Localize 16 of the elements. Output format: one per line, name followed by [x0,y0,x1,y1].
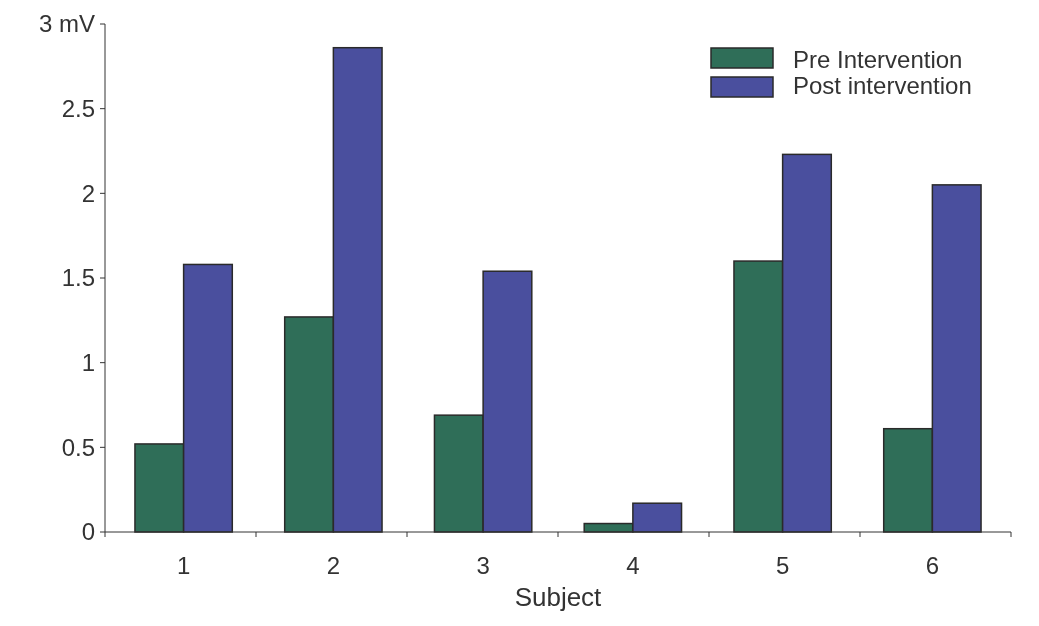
x-tick-label: 1 [176,552,191,579]
y-tick-label: 3 mV [38,10,95,38]
legend-label: Post intervention [793,72,972,100]
y-tick-label: 0 [81,518,95,546]
y-tick-label: 2.5 [61,95,95,123]
x-tick-label: 5 [775,552,790,579]
y-tick-label: 1 [81,349,95,377]
x-tick-label: 3 [476,552,490,579]
x-tick-label: 2 [326,552,341,579]
legend-label: Pre Intervention [793,46,963,74]
x-tick-label: 6 [925,552,940,579]
y-tick-label: 0.5 [61,433,95,461]
x-axis-title: Subject [514,582,603,612]
y-tick-label: 1.5 [61,264,95,292]
y-tick-label: 2 [81,179,95,207]
x-tick-label: 4 [626,552,640,579]
